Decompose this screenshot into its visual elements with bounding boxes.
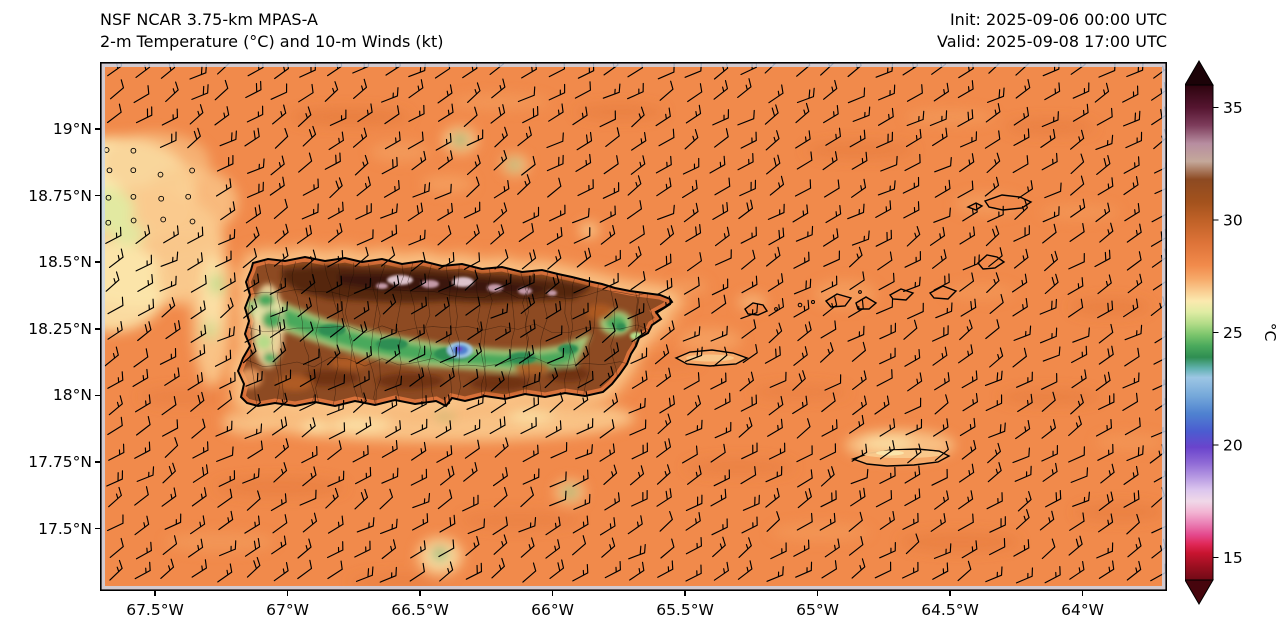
- colorbar-ticks: 35 30 25 20 15: [1213, 99, 1243, 567]
- valid-time-label: Valid: 2025-09-08 17:00 UTC: [936, 32, 1167, 51]
- y-tick-label: 18.75°N: [28, 186, 92, 205]
- y-tick-label: 17.75°N: [28, 453, 92, 471]
- model-title: NSF NCAR 3.75-km MPAS-A: [100, 10, 318, 29]
- y-tick-label: 18.5°N: [38, 253, 92, 272]
- x-tick-label: 64.5°W: [921, 601, 979, 619]
- domain-edge-halo: [101, 63, 1166, 590]
- y-tick-label: 17.5°N: [38, 519, 92, 538]
- x-axis-tick: [816, 591, 819, 596]
- colorbar-tick-label: 15: [1223, 549, 1243, 567]
- colorbar-tick-label: 30: [1223, 212, 1243, 230]
- init-time-label: Init: 2025-09-06 00:00 UTC: [949, 10, 1167, 29]
- colorbar-tick-label: 20: [1223, 437, 1243, 455]
- map-plot: [100, 62, 1167, 591]
- colorbar-tick-label: 35: [1223, 99, 1243, 117]
- x-tick-label: 66.5°W: [391, 601, 449, 619]
- island-st-john: [855, 296, 878, 310]
- island-culebra: [744, 302, 769, 316]
- x-tick-label: 64°W: [1061, 601, 1104, 619]
- colorbar-arrow-top: [1185, 60, 1214, 86]
- figure-titles: NSF NCAR 3.75-km MPAS-A 2-m Temperature …: [100, 9, 443, 53]
- y-tick-label: 18.25°N: [28, 319, 92, 338]
- x-axis-tick: [684, 591, 686, 596]
- figure-times: Init: 2025-09-06 00:00 UTC Valid: 2025-0…: [937, 9, 1167, 53]
- x-tick-label: 66°W: [531, 601, 574, 619]
- colorbar-tick-label: 25: [1223, 324, 1243, 342]
- x-tick-label: 65.5°W: [656, 601, 714, 619]
- colorbar-gradient: [1185, 84, 1214, 581]
- x-axis-tick: [154, 591, 156, 596]
- map-frame: [100, 62, 1167, 591]
- x-tick-label: 67°W: [266, 601, 309, 619]
- x-axis-tick: [551, 591, 554, 596]
- x-axis-tick: [1081, 591, 1084, 596]
- island-jost-van-dyke: [966, 202, 984, 211]
- x-axis-tick: [286, 591, 289, 596]
- colorbar: 35 30 25 20 15 °C: [1185, 60, 1279, 605]
- y-tick-label: 19°N: [52, 120, 92, 138]
- y-tick-label: 18°N: [52, 386, 92, 405]
- colorbar-unit-label: °C: [1261, 323, 1279, 342]
- x-axis-tick: [419, 591, 421, 596]
- calm-wind-circles: [103, 147, 196, 226]
- x-tick-label: 67.5°W: [126, 601, 184, 619]
- puerto-rico-landmass: [238, 257, 672, 406]
- field-title: 2-m Temperature (°C) and 10-m Winds (kt): [100, 32, 444, 51]
- island-virgin-gorda: [977, 254, 1006, 270]
- x-tick-label: 65°W: [796, 601, 839, 619]
- colorbar-arrow-bottom: [1185, 579, 1214, 605]
- x-axis-tick: [949, 591, 951, 596]
